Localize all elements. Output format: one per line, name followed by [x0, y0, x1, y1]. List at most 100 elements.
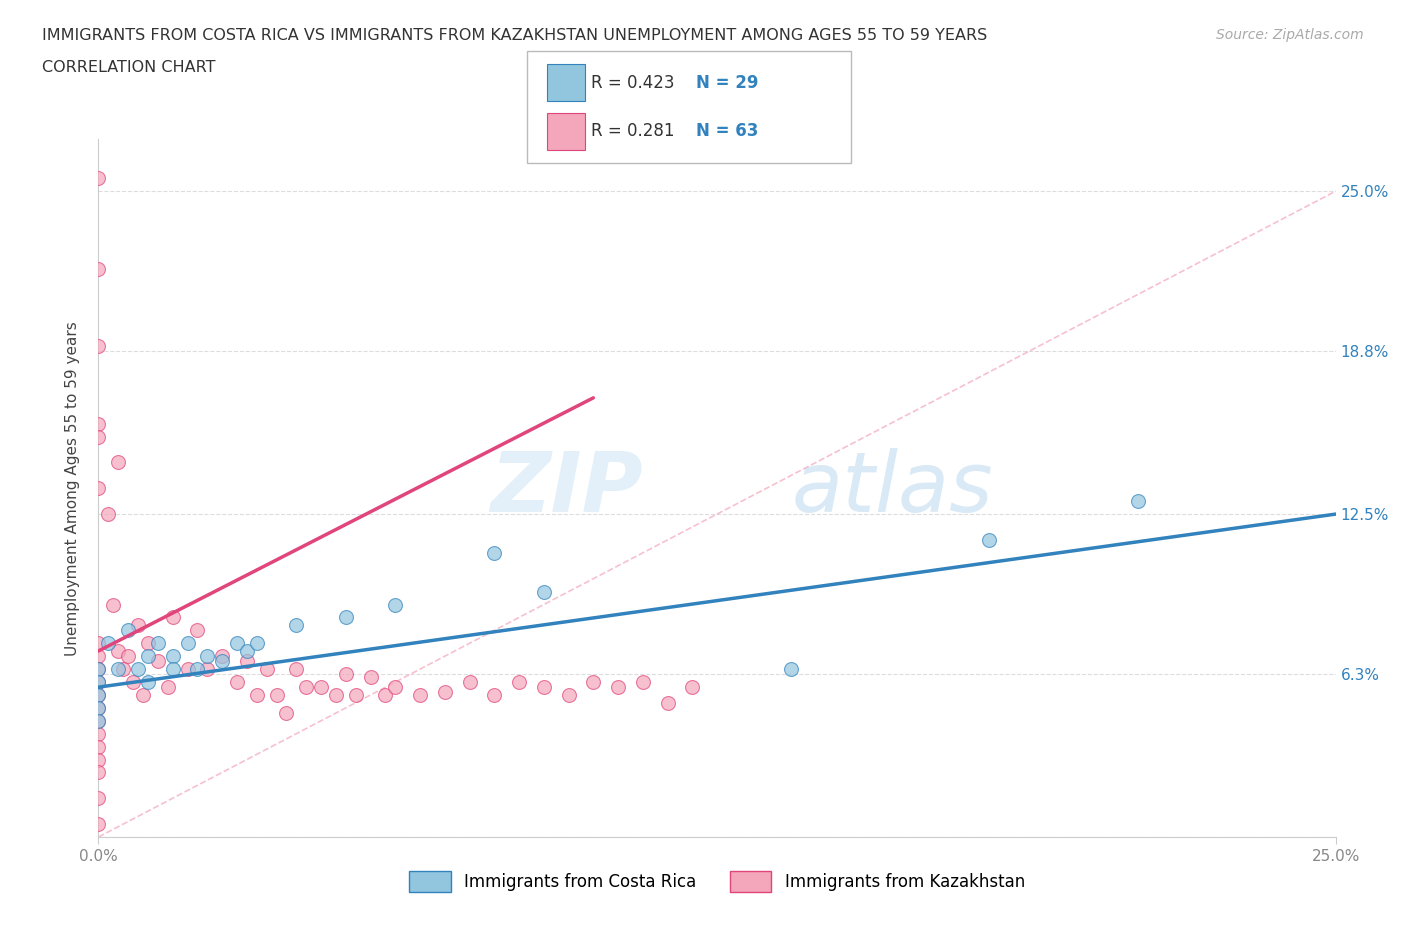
Point — [122, 674, 145, 689]
Point — [195, 661, 218, 676]
Point — [360, 670, 382, 684]
Text: N = 29: N = 29 — [696, 73, 758, 92]
Point — [186, 623, 208, 638]
Point — [146, 654, 169, 669]
Point — [195, 649, 218, 664]
Point — [87, 481, 110, 496]
Point — [325, 687, 347, 702]
Point — [87, 661, 110, 676]
Point — [374, 687, 396, 702]
Point — [246, 636, 269, 651]
Point — [87, 339, 110, 353]
Point — [309, 680, 332, 695]
Point — [484, 545, 506, 560]
Point — [1126, 494, 1149, 509]
Point — [236, 654, 259, 669]
Point — [87, 700, 110, 715]
Point — [146, 636, 169, 651]
Point — [285, 618, 308, 632]
Text: Source: ZipAtlas.com: Source: ZipAtlas.com — [1216, 28, 1364, 42]
Point — [127, 661, 149, 676]
Text: R = 0.281: R = 0.281 — [591, 122, 673, 140]
Point — [276, 706, 298, 721]
Point — [979, 533, 1001, 548]
Point — [162, 649, 184, 664]
Point — [112, 661, 135, 676]
Point — [246, 687, 269, 702]
Point — [256, 661, 278, 676]
Point — [87, 636, 110, 651]
Point — [87, 417, 110, 432]
Point — [107, 661, 129, 676]
Point — [533, 584, 555, 599]
Text: N = 63: N = 63 — [696, 122, 758, 140]
Point — [87, 687, 110, 702]
Point — [87, 649, 110, 664]
Point — [285, 661, 308, 676]
Point — [127, 618, 149, 632]
Point — [409, 687, 432, 702]
Legend: Immigrants from Costa Rica, Immigrants from Kazakhstan: Immigrants from Costa Rica, Immigrants f… — [402, 865, 1032, 898]
Point — [136, 649, 159, 664]
Text: IMMIGRANTS FROM COSTA RICA VS IMMIGRANTS FROM KAZAKHSTAN UNEMPLOYMENT AMONG AGES: IMMIGRANTS FROM COSTA RICA VS IMMIGRANTS… — [42, 28, 987, 43]
Point — [97, 636, 120, 651]
Point — [335, 667, 357, 682]
Point — [87, 765, 110, 780]
Point — [236, 644, 259, 658]
Point — [87, 713, 110, 728]
Point — [87, 700, 110, 715]
Point — [458, 674, 481, 689]
Point — [335, 610, 357, 625]
Point — [226, 674, 249, 689]
Point — [87, 661, 110, 676]
Point — [87, 674, 110, 689]
Point — [607, 680, 630, 695]
Point — [508, 674, 530, 689]
Point — [156, 680, 179, 695]
Point — [87, 713, 110, 728]
Point — [384, 680, 406, 695]
Text: CORRELATION CHART: CORRELATION CHART — [42, 60, 215, 75]
Point — [117, 623, 139, 638]
Point — [657, 696, 679, 711]
Point — [186, 661, 208, 676]
Point — [136, 636, 159, 651]
Point — [384, 597, 406, 612]
Point — [117, 649, 139, 664]
Point — [176, 636, 198, 651]
Text: R = 0.423: R = 0.423 — [591, 73, 673, 92]
Point — [631, 674, 654, 689]
Point — [87, 817, 110, 831]
Point — [484, 687, 506, 702]
Point — [582, 674, 605, 689]
Point — [162, 661, 184, 676]
Text: atlas: atlas — [792, 447, 993, 529]
Point — [132, 687, 155, 702]
Point — [344, 687, 367, 702]
Point — [87, 171, 110, 186]
Point — [176, 661, 198, 676]
Point — [295, 680, 318, 695]
Point — [780, 661, 803, 676]
Point — [97, 507, 120, 522]
Point — [107, 455, 129, 470]
Point — [681, 680, 703, 695]
Point — [103, 597, 125, 612]
Point — [87, 790, 110, 805]
Point — [162, 610, 184, 625]
Point — [87, 674, 110, 689]
Point — [226, 636, 249, 651]
Point — [87, 429, 110, 444]
Point — [266, 687, 288, 702]
Point — [87, 739, 110, 754]
Point — [87, 752, 110, 767]
Point — [557, 687, 579, 702]
Point — [87, 687, 110, 702]
Text: ZIP: ZIP — [491, 447, 643, 529]
Point — [136, 674, 159, 689]
Point — [211, 654, 233, 669]
Point — [87, 726, 110, 741]
Point — [433, 684, 456, 699]
Point — [87, 261, 110, 276]
Point — [211, 649, 233, 664]
